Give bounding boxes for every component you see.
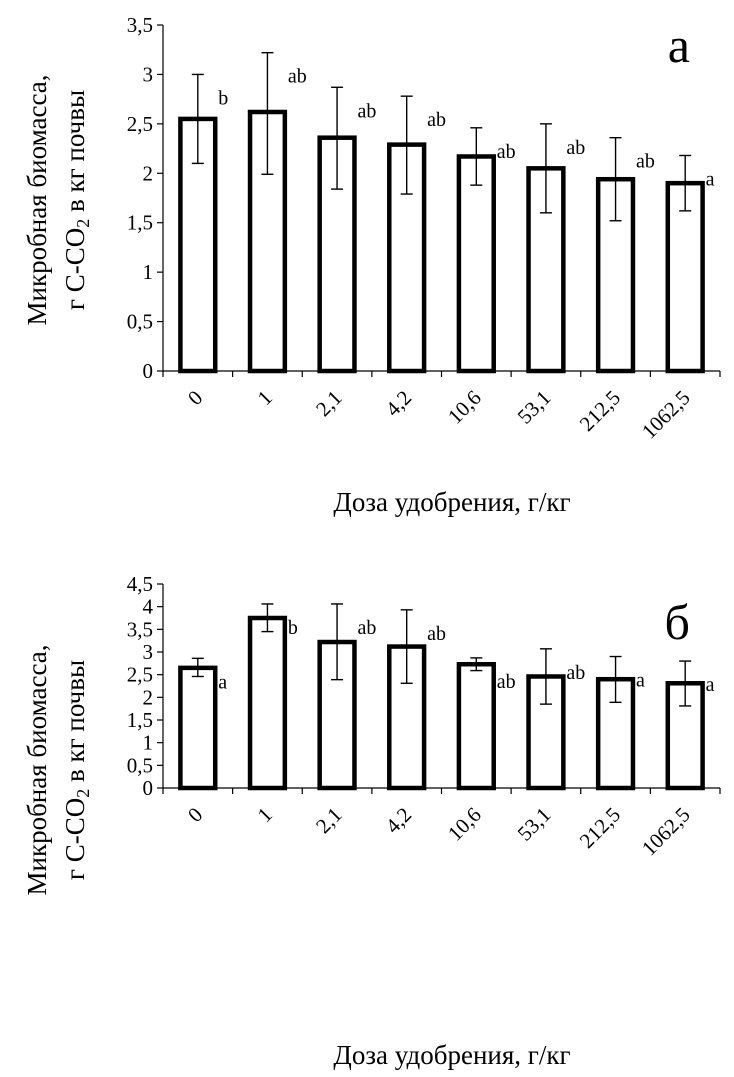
y-tick-label: 2,5 [127, 112, 153, 136]
x-tick-label: 1 [253, 803, 277, 827]
y-axis-title-prefix: г С-СО [60, 228, 90, 310]
y-tick-label: 0 [143, 776, 154, 800]
significance-letter: ab [497, 141, 516, 163]
y-tick-label: 3,5 [127, 617, 153, 641]
significance-letter: b [288, 617, 298, 639]
significance-letter: ab [427, 623, 446, 645]
y-tick-label: 1 [143, 731, 154, 755]
y-axis-title-line1: Микробная биомасса, [22, 74, 52, 325]
y-tick-label: 3 [143, 62, 154, 86]
significance-letter: ab [357, 100, 376, 122]
x-tick-label: 1 [253, 386, 277, 410]
panel-label: а [668, 17, 690, 73]
y-tick-label: 1 [143, 260, 154, 284]
y-tick-label: 0,5 [127, 310, 153, 334]
x-tick-label: 10,6 [443, 803, 486, 846]
significance-letter: a [218, 671, 227, 693]
significance-letter: ab [497, 671, 516, 693]
y-tick-label: 4 [143, 595, 154, 619]
y-axis-title-suffix: в кг почвы [60, 90, 90, 219]
x-tick-label: 1062,5 [637, 803, 695, 861]
x-axis-title: Доза удобрения, г/кг [333, 1040, 570, 1070]
significance-letter: ab [288, 66, 307, 88]
significance-letter: a [636, 670, 645, 692]
bar [247, 615, 288, 791]
x-tick-label: 212,5 [575, 803, 625, 853]
bar [178, 665, 218, 791]
x-tick-label: 0 [183, 803, 207, 827]
significance-letter: a [706, 674, 715, 696]
x-tick-label: 212,5 [575, 386, 625, 436]
x-tick-label: 53,1 [513, 386, 556, 429]
y-tick-label: 2,5 [127, 663, 153, 687]
x-tick-label: 10,6 [443, 386, 486, 429]
significance-letter: ab [566, 662, 585, 684]
y-axis-title-line1: Микробная биомасса, [22, 644, 52, 895]
y-tick-label: 1,5 [127, 708, 153, 732]
significance-letter: ab [427, 109, 446, 131]
chart-b: 00,511,522,533,544,5a0b1ab2,1ab4,2ab10,6… [22, 572, 721, 1070]
significance-letter: ab [566, 137, 585, 159]
y-axis-title-subscript: 2 [73, 789, 93, 798]
significance-letter: b [218, 87, 228, 109]
x-axis-title: Доза удобрения, г/кг [333, 487, 570, 517]
panel-label: б [665, 594, 690, 650]
y-axis-title-line2: г С-СО2 в кг почвы [60, 660, 93, 880]
y-tick-label: 3 [143, 640, 154, 664]
y-tick-label: 2 [143, 161, 154, 185]
y-tick-label: 4,5 [127, 572, 153, 596]
bar [456, 154, 496, 374]
y-tick-label: 2 [143, 685, 154, 709]
y-axis-title-subscript: 2 [73, 219, 93, 228]
significance-letter: ab [357, 617, 376, 639]
chart-a: 0 0,5 1 1,5 2 2,5 3 3,5 b 0 ab 1 ab 2,1 ab 4,2 ab 10,6 ab 5… [22, 13, 721, 517]
x-tick-label: 2,1 [311, 386, 347, 422]
y-tick-label: 0,5 [127, 753, 153, 777]
y-axis-title-suffix: в кг почвы [60, 660, 90, 789]
y-tick-label: 0 [143, 359, 154, 383]
x-tick-label: 4,2 [381, 386, 417, 422]
bar [456, 661, 496, 791]
x-tick-label: 1062,5 [637, 386, 695, 444]
x-tick-label: 2,1 [311, 803, 347, 839]
chart-panel-b: 0 0,5 1 1,5 2 2,5 3 3,5 4 4,5 a 0 b 1 ab 2,1 ab 4,2 ab 10,6… [0, 538, 734, 1076]
x-tick-label: 4,2 [381, 803, 417, 839]
x-tick-label: 53,1 [513, 803, 556, 846]
x-tick-label: 0 [183, 386, 207, 410]
y-tick-label: 3,5 [127, 13, 153, 37]
significance-letter: a [706, 168, 715, 190]
y-tick-label: 1,5 [127, 211, 153, 235]
chart-panel-a: 0 0,5 1 1,5 2 2,5 3 3,5 b 0 ab 1 ab 2,1 ab 4,2 ab 10,6 ab 5… [0, 0, 734, 538]
y-axis-title-line2: г С-СО2 в кг почвы [60, 90, 93, 310]
y-axis-title-prefix: г С-СО [60, 798, 90, 880]
significance-letter: ab [636, 151, 655, 173]
